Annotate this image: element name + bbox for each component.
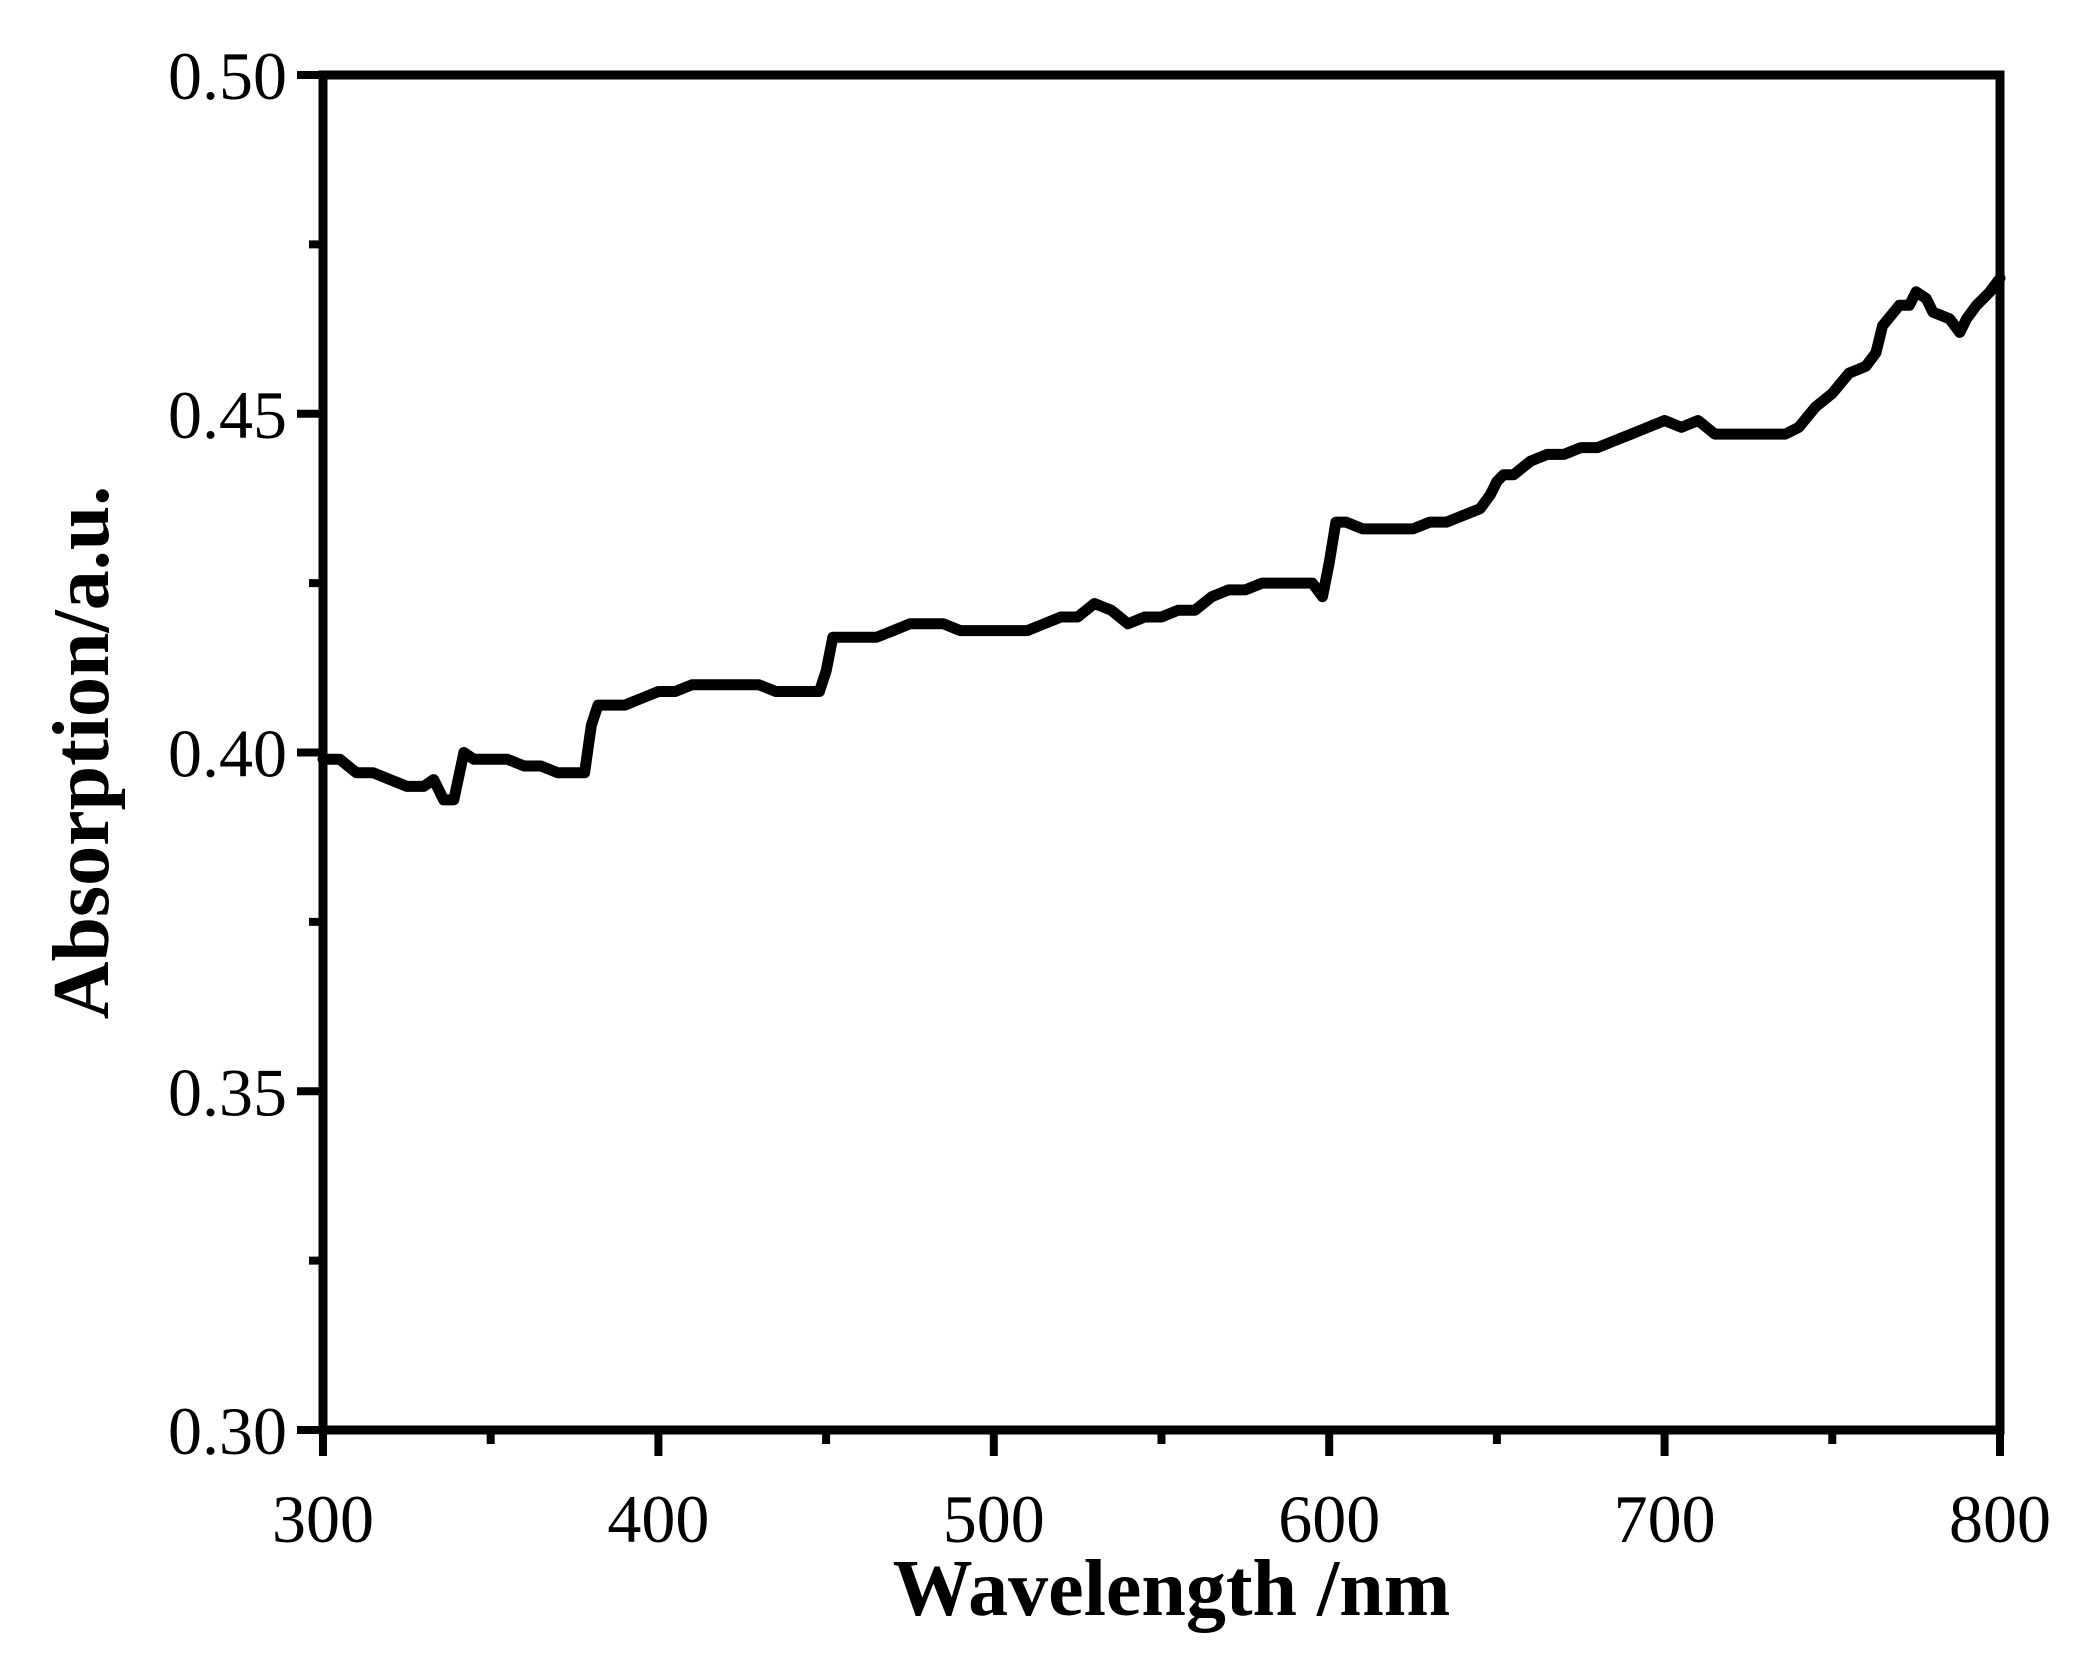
- x-tick-label: 300: [272, 1481, 374, 1557]
- series-line: [317, 272, 2006, 806]
- x-tick-label: 800: [1949, 1481, 2051, 1557]
- y-tick-label: 0.35: [168, 1054, 287, 1130]
- x-tick-label: 400: [607, 1481, 709, 1557]
- series-layer: [317, 272, 2006, 806]
- y-tick-label: 0.40: [168, 716, 287, 792]
- plot-frame: [318, 70, 2005, 1435]
- x-axis-title: Wavelength /nm: [893, 1545, 1451, 1633]
- y-axis-title: Absorption/a.u.: [38, 486, 126, 1019]
- y-tick-label: 0.50: [168, 38, 287, 114]
- x-tick-label: 500: [943, 1481, 1045, 1557]
- tick-labels-layer: 300 400 500 600 700 800 0.30 0.35 0.40 0.45 0.50: [168, 38, 2051, 1557]
- y-tick-label: 0.45: [168, 377, 287, 453]
- x-tick-label: 600: [1278, 1481, 1380, 1557]
- x-tick-label: 700: [1614, 1481, 1716, 1557]
- y-tick-label: 0.30: [168, 1393, 287, 1469]
